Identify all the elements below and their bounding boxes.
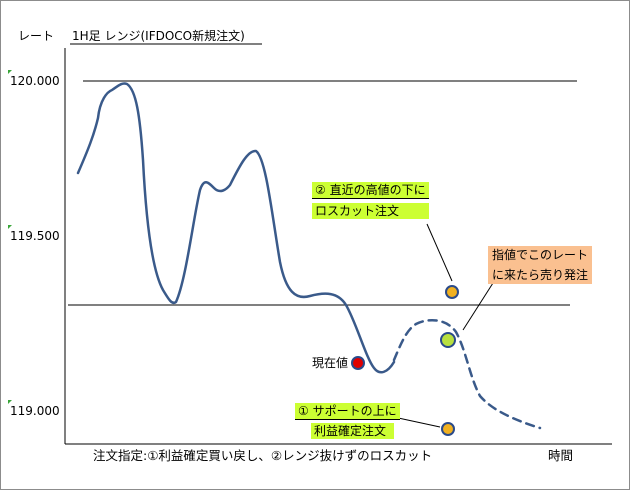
stop-loss-leader bbox=[426, 223, 453, 282]
take-profit-order-marker bbox=[441, 422, 455, 436]
sell-order-annotation: 指値でこのレート に来たら売り発注 bbox=[488, 246, 593, 284]
price-history-line bbox=[76, 82, 396, 374]
order-spec-footer: 注文指定:①利益確定買い戻し、②レンジ抜けずのロスカット bbox=[93, 448, 433, 463]
sell-order-leader bbox=[462, 282, 494, 331]
tick-marker bbox=[8, 225, 12, 229]
y-tick-label: 119.500 bbox=[10, 229, 60, 243]
stop-loss-line2: ロスカット注文 bbox=[312, 203, 430, 219]
chart-title: 1H足 レンジ(IFDOCO新規注文) bbox=[72, 29, 245, 43]
current-price-marker bbox=[351, 356, 365, 370]
tick-marker bbox=[8, 400, 12, 404]
y-tick-label: 119.000 bbox=[10, 404, 60, 418]
tick-marker bbox=[8, 70, 12, 74]
take-profit-line1: ① サポートの上に bbox=[295, 403, 400, 420]
take-profit-line2: 利益確定注文 bbox=[311, 423, 395, 439]
stop-loss-order-marker bbox=[445, 285, 459, 299]
current-price-label: 現在値 bbox=[312, 356, 349, 370]
x-axis-title: 時間 bbox=[548, 448, 574, 463]
stop-loss-line1: ② 直近の高値の下に bbox=[312, 182, 430, 199]
sell-entry-marker bbox=[440, 332, 456, 348]
y-axis-title: レート bbox=[18, 29, 55, 43]
stop-loss-annotation: ② 直近の高値の下に ロスカット注文 bbox=[312, 182, 430, 219]
sell-order-line1: 指値でこのレート bbox=[492, 248, 589, 262]
y-tick-label: 120.000 bbox=[10, 74, 60, 88]
take-profit-annotation: ① サポートの上に 利益確定注文 bbox=[295, 403, 400, 439]
sell-order-line2: に来たら売り発注 bbox=[492, 268, 589, 282]
projected-price-line bbox=[392, 318, 542, 430]
sell-order-text: 指値でこのレート に来たら売り発注 bbox=[488, 246, 593, 284]
